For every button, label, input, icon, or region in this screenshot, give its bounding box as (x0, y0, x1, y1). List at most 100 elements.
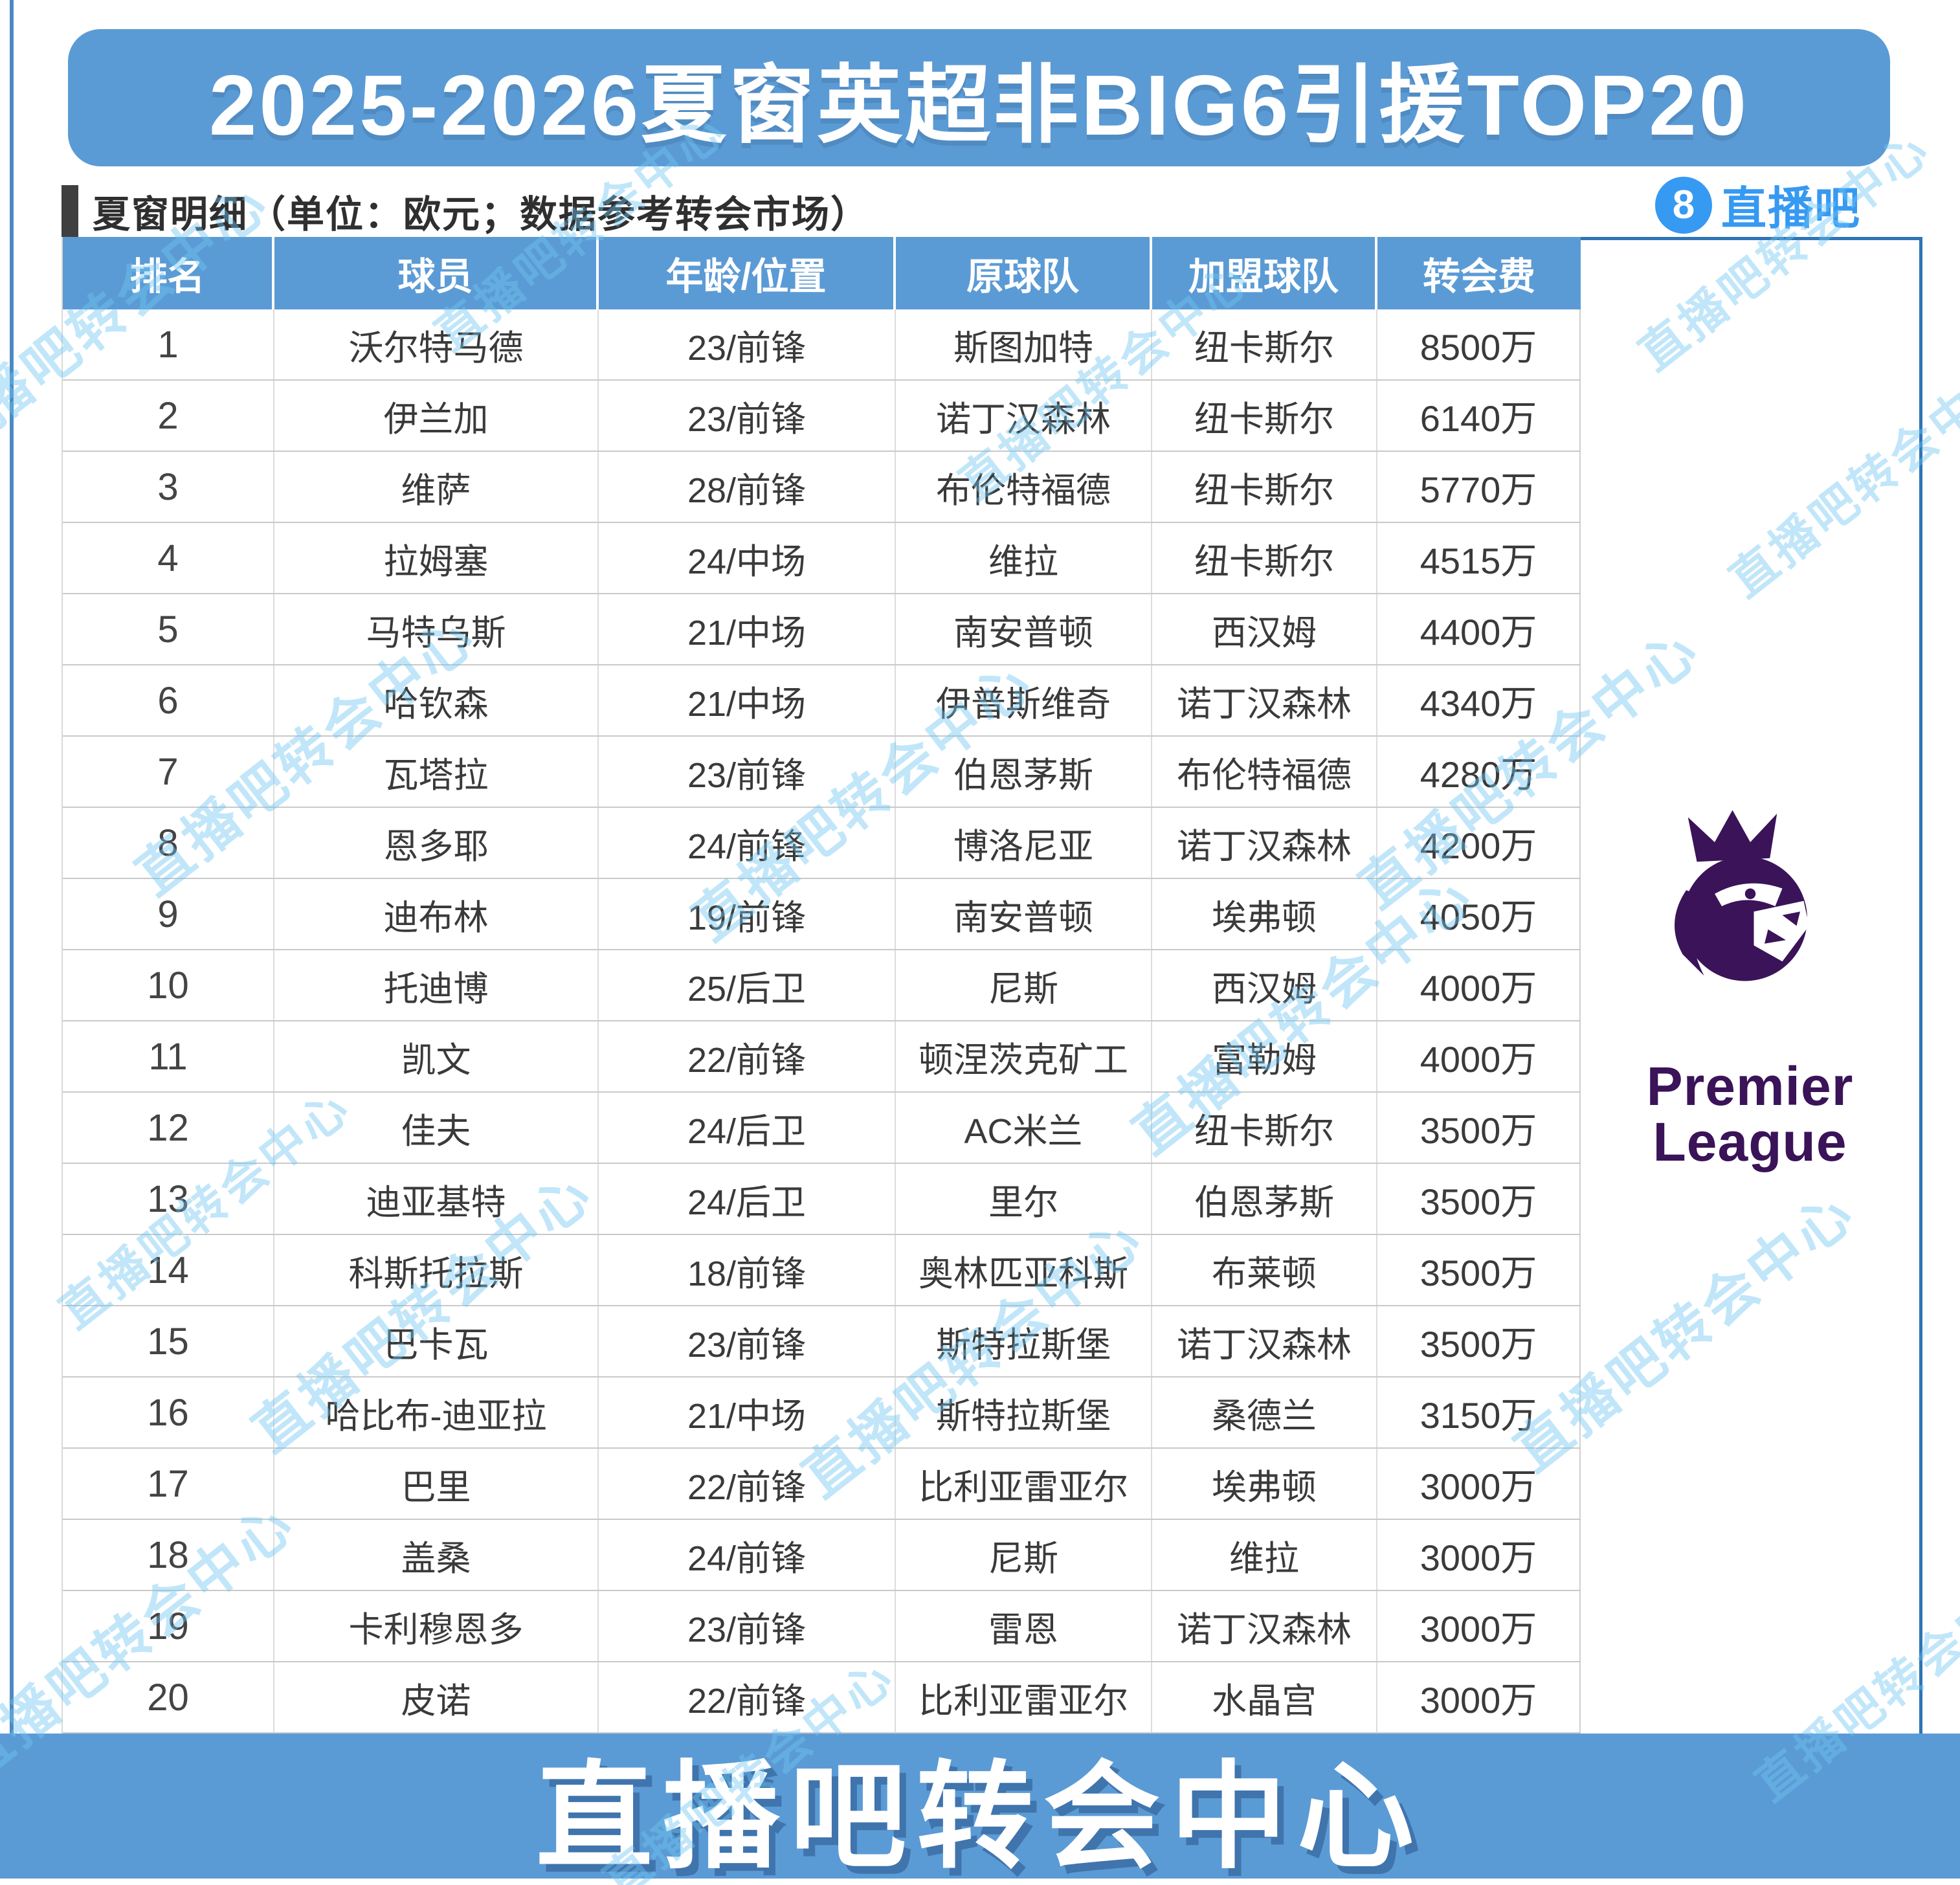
rank-cell: 12 (63, 1093, 274, 1163)
to-team-cell: 西汉姆 (1152, 594, 1377, 664)
player-cell: 哈比布-迪亚拉 (274, 1378, 599, 1447)
to-team-cell: 埃弗顿 (1152, 879, 1377, 949)
fee-cell: 4050万 (1377, 879, 1581, 949)
age-position-cell: 23/前锋 (599, 1591, 896, 1661)
from-team-cell: 比利亚雷亚尔 (896, 1662, 1152, 1732)
to-team-cell: 诺丁汉森林 (1152, 1591, 1377, 1661)
rank-cell: 18 (63, 1520, 274, 1590)
from-team-cell: 伯恩茅斯 (896, 737, 1152, 807)
player-cell: 巴卡瓦 (274, 1306, 599, 1376)
age-position-cell: 24/前锋 (599, 808, 896, 878)
from-team-cell: 顿涅茨克矿工 (896, 1021, 1152, 1091)
from-team-cell: 南安普顿 (896, 594, 1152, 664)
premier-league-lion-icon (1674, 810, 1809, 981)
age-position-cell: 21/中场 (599, 665, 896, 735)
fee-cell: 3000万 (1377, 1520, 1581, 1590)
footer-banner: 直播吧转会中心 (0, 1734, 1960, 1882)
from-team-cell: 比利亚雷亚尔 (896, 1449, 1152, 1519)
table-row: 10 托迪博 25/后卫 尼斯 西汉姆 4000万 (63, 950, 1581, 1021)
fee-cell: 4515万 (1377, 523, 1581, 593)
table-header-row: 排名 球员 年龄/位置 原球队 加盟球队 转会费 (63, 237, 1581, 309)
rank-cell: 4 (63, 523, 274, 593)
from-team-cell: 里尔 (896, 1164, 1152, 1234)
table-row: 4 拉姆塞 24/中场 维拉 纽卡斯尔 4515万 (63, 523, 1581, 594)
player-cell: 托迪博 (274, 950, 599, 1020)
player-cell: 瓦塔拉 (274, 737, 599, 807)
rank-cell: 9 (63, 879, 274, 949)
to-team-cell: 诺丁汉森林 (1152, 665, 1377, 735)
fee-cell: 3000万 (1377, 1591, 1581, 1661)
rank-cell: 14 (63, 1235, 274, 1305)
fee-cell: 3000万 (1377, 1449, 1581, 1519)
column-header: 年龄/位置 (599, 237, 896, 309)
to-team-cell: 富勒姆 (1152, 1021, 1377, 1091)
rank-cell: 13 (63, 1164, 274, 1234)
premier-league-panel: Premier League (1581, 237, 1922, 1734)
fee-cell: 4280万 (1377, 737, 1581, 807)
from-team-cell: 维拉 (896, 523, 1152, 593)
to-team-cell: 埃弗顿 (1152, 1449, 1377, 1519)
age-position-cell: 21/中场 (599, 594, 896, 664)
fee-cell: 4200万 (1377, 808, 1581, 878)
rank-cell: 1 (63, 309, 274, 379)
from-team-cell: 奥林匹亚科斯 (896, 1235, 1152, 1305)
player-cell: 盖桑 (274, 1520, 599, 1590)
table-row: 9 迪布林 19/前锋 南安普顿 埃弗顿 4050万 (63, 879, 1581, 950)
age-position-cell: 24/前锋 (599, 1520, 896, 1590)
fee-cell: 3000万 (1377, 1662, 1581, 1732)
from-team-cell: 斯特拉斯堡 (896, 1378, 1152, 1447)
age-position-cell: 18/前锋 (599, 1235, 896, 1305)
player-cell: 佳夫 (274, 1093, 599, 1163)
from-team-cell: 雷恩 (896, 1591, 1152, 1661)
subtitle-row: 夏窗明细（单位：欧元；数据参考转会市场） (61, 184, 869, 238)
to-team-cell: 纽卡斯尔 (1152, 1093, 1377, 1163)
player-cell: 科斯托拉斯 (274, 1235, 599, 1305)
rank-cell: 10 (63, 950, 274, 1020)
zhibo8-logo: 8 直播吧 (1655, 172, 1861, 238)
from-team-cell: 博洛尼亚 (896, 808, 1152, 878)
to-team-cell: 纽卡斯尔 (1152, 523, 1377, 593)
from-team-cell: 布伦特福德 (896, 452, 1152, 522)
to-team-cell: 水晶宫 (1152, 1662, 1377, 1732)
player-cell: 迪亚基特 (274, 1164, 599, 1234)
subtitle: 夏窗明细（单位：欧元；数据参考转会市场） (93, 194, 870, 236)
title-banner: 2025-2026夏窗英超非BIG6引援TOP20 (68, 29, 1890, 166)
to-team-cell: 维拉 (1152, 1520, 1377, 1590)
table-row: 16 哈比布-迪亚拉 21/中场 斯特拉斯堡 桑德兰 3150万 (63, 1378, 1581, 1449)
to-team-cell: 伯恩茅斯 (1152, 1164, 1377, 1234)
from-team-cell: AC米兰 (896, 1093, 1152, 1163)
fee-cell: 3500万 (1377, 1306, 1581, 1376)
table-region: 排名 球员 年龄/位置 原球队 加盟球队 转会费 1 沃尔特马德 23/前锋 斯图加特 纽卡斯尔 8… (61, 237, 1922, 1734)
to-team-cell: 诺丁汉森林 (1152, 1306, 1377, 1376)
age-position-cell: 22/前锋 (599, 1021, 896, 1091)
from-team-cell: 尼斯 (896, 950, 1152, 1020)
player-cell: 迪布林 (274, 879, 599, 949)
from-team-cell: 诺丁汉森林 (896, 381, 1152, 451)
to-team-cell: 西汉姆 (1152, 950, 1377, 1020)
age-position-cell: 22/前锋 (599, 1662, 896, 1732)
fee-cell: 3150万 (1377, 1378, 1581, 1447)
from-team-cell: 尼斯 (896, 1520, 1152, 1590)
zhibo8-wordmark: 直播吧 (1721, 183, 1861, 234)
table-row: 19 卡利穆恩多 23/前锋 雷恩 诺丁汉森林 3000万 (63, 1591, 1581, 1662)
rank-cell: 11 (63, 1021, 274, 1091)
from-team-cell: 伊普斯维奇 (896, 665, 1152, 735)
player-cell: 恩多耶 (274, 808, 599, 878)
rank-cell: 2 (63, 381, 274, 451)
table-body: 1 沃尔特马德 23/前锋 斯图加特 纽卡斯尔 8500万 2 伊兰加 23/前锋 诺丁汉森林 纽卡… (63, 309, 1581, 1734)
zhibo8-8-icon: 8 (1655, 176, 1712, 234)
to-team-cell: 布伦特福德 (1152, 737, 1377, 807)
player-cell: 拉姆塞 (274, 523, 599, 593)
age-position-cell: 23/前锋 (599, 381, 896, 451)
to-team-cell: 诺丁汉森林 (1152, 808, 1377, 878)
table-row: 20 皮诺 22/前锋 比利亚雷亚尔 水晶宫 3000万 (63, 1662, 1581, 1734)
table-row: 18 盖桑 24/前锋 尼斯 维拉 3000万 (63, 1520, 1581, 1591)
rank-cell: 17 (63, 1449, 274, 1519)
table-row: 17 巴里 22/前锋 比利亚雷亚尔 埃弗顿 3000万 (63, 1449, 1581, 1520)
table-row: 3 维萨 28/前锋 布伦特福德 纽卡斯尔 5770万 (63, 452, 1581, 523)
rank-cell: 6 (63, 665, 274, 735)
fee-cell: 5770万 (1377, 452, 1581, 522)
table-row: 7 瓦塔拉 23/前锋 伯恩茅斯 布伦特福德 4280万 (63, 737, 1581, 808)
footer-text: 直播吧转会中心 (535, 1752, 1424, 1882)
column-header: 球员 (274, 237, 599, 309)
